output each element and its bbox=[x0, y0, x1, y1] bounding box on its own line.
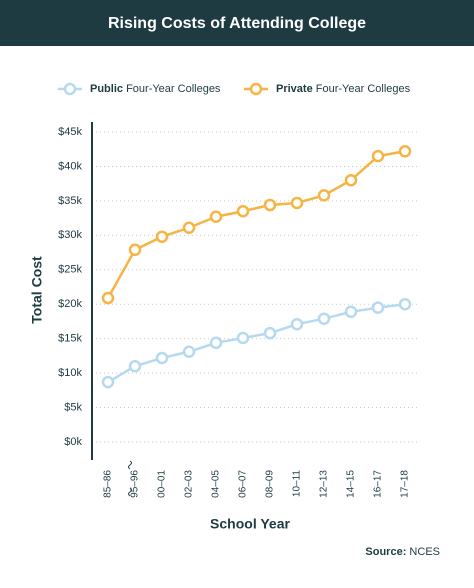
data-point bbox=[398, 145, 412, 158]
source-note: Source: NCES bbox=[365, 546, 440, 558]
x-tick-label: 95–96 bbox=[130, 470, 141, 498]
axis-break bbox=[128, 460, 132, 497]
y-tick-label: $35k bbox=[58, 195, 82, 207]
data-point bbox=[128, 359, 142, 373]
x-tick-label: 85–86 bbox=[103, 470, 114, 498]
data-point bbox=[236, 331, 250, 345]
x-tick-label: 17–18 bbox=[400, 470, 411, 498]
series-line bbox=[106, 150, 406, 299]
data-point bbox=[263, 326, 277, 340]
data-point bbox=[398, 297, 412, 311]
x-tick-label: 04–05 bbox=[211, 470, 222, 498]
data-point bbox=[344, 305, 358, 319]
data-point bbox=[155, 351, 169, 365]
data-point bbox=[371, 149, 385, 163]
data-point bbox=[209, 336, 223, 350]
y-tick-label: $40k bbox=[58, 160, 82, 172]
x-tick-label: 10–11 bbox=[292, 470, 303, 498]
data-point bbox=[344, 173, 358, 187]
y-axis-title: Total Cost bbox=[29, 256, 45, 324]
y-tick-label: $20k bbox=[58, 298, 82, 310]
y-tick-label: $15k bbox=[58, 333, 82, 345]
data-point bbox=[290, 317, 304, 331]
data-point bbox=[182, 221, 196, 235]
y-tick-label: $10k bbox=[58, 367, 82, 379]
data-point bbox=[290, 196, 304, 210]
y-tick-label: $45k bbox=[58, 126, 82, 138]
y-tick-label: $5k bbox=[64, 401, 82, 413]
legend-marker bbox=[249, 82, 263, 96]
data-point bbox=[317, 312, 331, 325]
x-tick-label: 00–01 bbox=[157, 470, 168, 498]
data-point bbox=[101, 375, 115, 389]
data-point bbox=[101, 291, 115, 305]
x-tick-label: 08–09 bbox=[265, 470, 276, 498]
x-axis-title: School Year bbox=[210, 516, 290, 532]
data-point bbox=[371, 301, 385, 314]
data-point bbox=[209, 210, 223, 223]
data-point bbox=[182, 345, 196, 359]
data-point bbox=[317, 189, 331, 202]
data-point bbox=[155, 230, 169, 243]
x-tick-label: 06–07 bbox=[238, 470, 249, 498]
y-tick-label: $25k bbox=[58, 264, 82, 276]
x-tick-label: 14–15 bbox=[346, 470, 357, 498]
y-tick-label: $30k bbox=[58, 229, 82, 241]
legend-label: Public Four-Year Colleges bbox=[90, 83, 221, 95]
series-line bbox=[107, 302, 406, 384]
data-point bbox=[263, 198, 277, 212]
chart-title: Rising Costs of Attending College bbox=[108, 15, 366, 32]
x-tick-label: 02–03 bbox=[184, 470, 195, 498]
header-bar bbox=[0, 0, 474, 46]
y-tick-label: $0k bbox=[64, 436, 82, 448]
x-tick-label: 12–13 bbox=[319, 470, 330, 498]
legend-label: Private Four-Year Colleges bbox=[276, 83, 411, 95]
x-tick-label: 16–17 bbox=[373, 470, 384, 498]
legend-marker bbox=[63, 82, 77, 96]
data-point bbox=[236, 204, 250, 218]
data-point bbox=[128, 243, 142, 257]
